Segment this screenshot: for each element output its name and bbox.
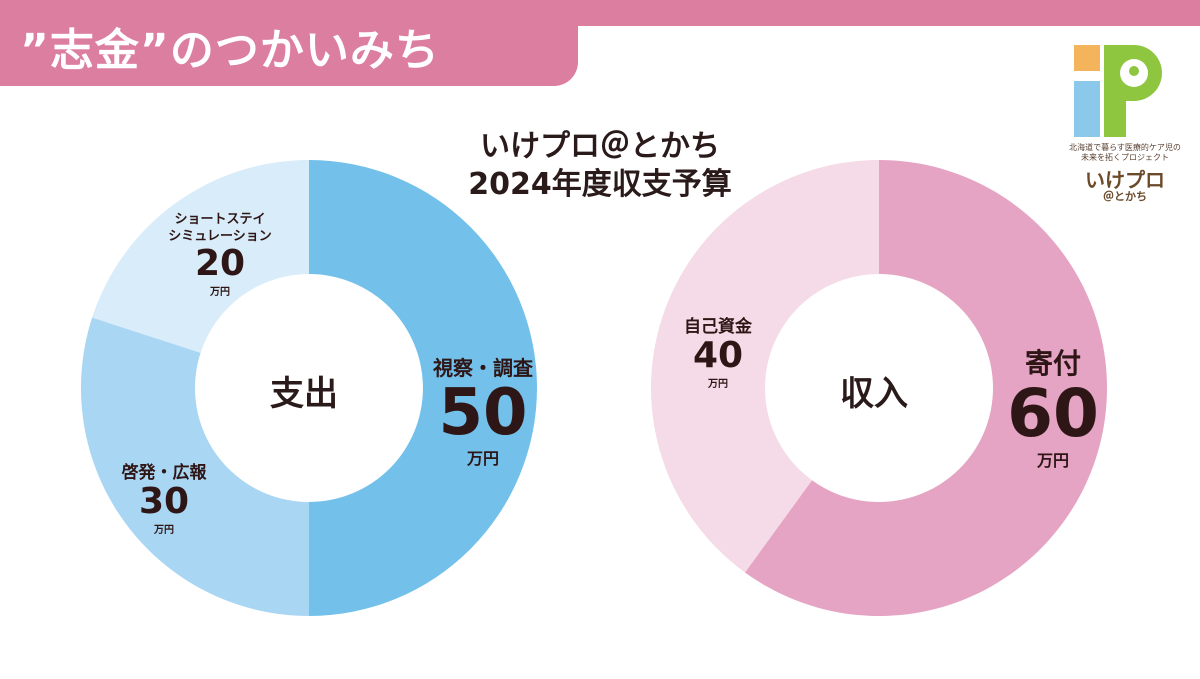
- donut-slice-pr: [80, 317, 309, 616]
- page-title: ”志金”のつかいみち: [20, 25, 440, 76]
- expense-label-pr-name: 啓発・広報: [121, 463, 207, 483]
- donut-slice-shortstay: [92, 160, 309, 353]
- ikepro-logo: 北海道で暮らす医療的ケア児の 未来を拓くプロジェクト いけプロ ＠とかち: [1064, 40, 1186, 203]
- income-label-ownfunds: 自己資金 40 万円: [666, 312, 770, 390]
- expense-label-pr-value: 30: [138, 481, 190, 522]
- donut-slice-ownfunds: [651, 160, 879, 573]
- income-center-label: 収入: [840, 374, 908, 414]
- chart-title-line1: いけプロ＠とかち: [480, 129, 720, 164]
- logo-tagline-2: 未来を拓くプロジェクト: [1081, 153, 1169, 162]
- income-label-donation: 寄付 60 万円: [998, 347, 1108, 471]
- donut-income: [651, 160, 1108, 617]
- expense-label-shortstay: ショートステイ シミュレーション 20 万円: [150, 211, 290, 298]
- expense-label-pr: 啓発・広報 30 万円: [104, 458, 224, 536]
- expense-label-shortstay-value: 20: [194, 243, 246, 284]
- expense-label-shortstay-name2: シミュレーション: [168, 229, 272, 244]
- child-icon: [1104, 45, 1162, 137]
- income-label-donation-unit: 万円: [1036, 451, 1069, 470]
- expense-label-survey-value: 50: [438, 376, 528, 450]
- chart-title: いけプロ＠とかち 2024年度収支予算: [400, 128, 800, 204]
- logo-color-column: [1074, 45, 1100, 137]
- cloud-icon: [1074, 81, 1100, 137]
- expense-label-shortstay-unit: 万円: [210, 287, 230, 298]
- expense-label-shortstay-name: ショートステイ: [174, 212, 266, 227]
- expense-label-pr-unit: 万円: [154, 525, 174, 536]
- logo-sub: ＠とかち: [1103, 190, 1147, 203]
- income-label-ownfunds-value: 40: [692, 335, 744, 376]
- income-label-donation-value: 60: [1007, 375, 1099, 452]
- expense-label-survey-unit: 万円: [466, 449, 499, 468]
- donut-slice-survey: [309, 160, 537, 616]
- income-label-ownfunds-unit: 万円: [708, 379, 728, 390]
- expense-center-label: 支出: [270, 374, 338, 414]
- chart-title-line2: 2024年度収支予算: [468, 167, 732, 202]
- donut-slice-donation: [744, 160, 1108, 617]
- header-tab: ”志金”のつかいみち: [0, 0, 578, 86]
- logo-tagline-1: 北海道で暮らす医療的ケア児の: [1069, 143, 1181, 152]
- income-label-ownfunds-name: 自己資金: [684, 317, 752, 337]
- logo-brand: いけプロ: [1085, 168, 1165, 192]
- expense-label-survey-name: 視察・調査: [433, 356, 533, 380]
- income-label-donation-name: 寄付: [1024, 347, 1081, 380]
- expense-label-survey: 視察・調査 50 万円: [418, 352, 548, 469]
- donut-expense: [80, 160, 537, 616]
- sun-icon: [1074, 45, 1100, 71]
